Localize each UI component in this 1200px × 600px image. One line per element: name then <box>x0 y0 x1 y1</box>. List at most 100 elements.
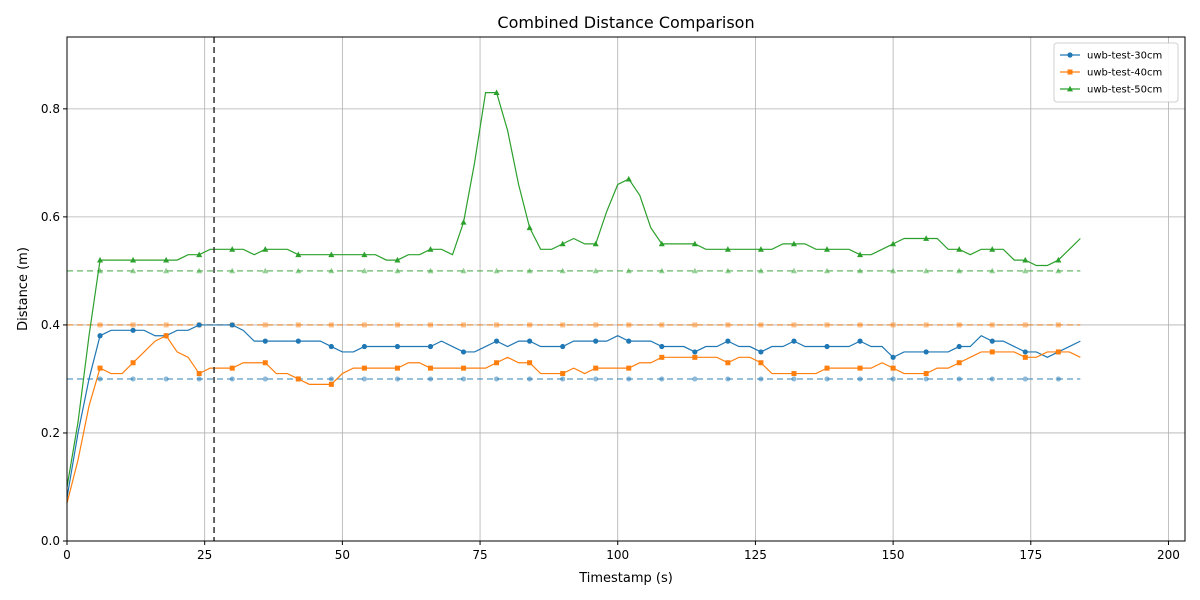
marker <box>593 322 599 328</box>
x-tick-label: 175 <box>1019 548 1042 562</box>
marker <box>461 365 467 371</box>
marker <box>824 322 830 328</box>
marker <box>1055 267 1062 274</box>
marker <box>97 333 103 339</box>
marker <box>361 343 367 350</box>
marker <box>592 240 599 247</box>
marker <box>659 322 665 328</box>
x-tick-label: 50 <box>335 548 350 562</box>
chart-title: Combined Distance Comparison <box>497 13 754 32</box>
marker <box>1055 376 1061 382</box>
x-axis-label: Timestamp (s) <box>578 571 673 586</box>
marker <box>725 338 731 344</box>
y-tick-label: 0.8 <box>41 102 60 116</box>
x-tick-label: 125 <box>744 548 767 562</box>
marker <box>593 338 599 344</box>
marker <box>394 343 401 350</box>
marker <box>527 376 533 382</box>
legend-label: uwb-test-50cm <box>1087 85 1162 96</box>
y-tick-label: 0.4 <box>41 318 60 332</box>
marker <box>625 267 632 274</box>
marker <box>262 360 268 366</box>
marker <box>724 246 731 252</box>
marker <box>989 246 996 252</box>
marker <box>163 267 170 274</box>
marker <box>626 365 632 371</box>
marker <box>1022 267 1029 274</box>
marker <box>527 360 533 366</box>
marker <box>593 376 599 382</box>
marker <box>824 267 831 274</box>
marker <box>526 224 533 231</box>
marker <box>790 240 797 247</box>
marker <box>758 360 764 366</box>
marker <box>295 322 301 328</box>
marker <box>956 360 962 366</box>
marker <box>163 376 169 382</box>
marker <box>427 322 433 328</box>
marker <box>494 322 500 328</box>
marker <box>262 267 269 274</box>
marker <box>527 338 533 344</box>
marker <box>229 246 236 252</box>
marker <box>229 376 235 382</box>
marker <box>1022 376 1028 382</box>
marker <box>394 322 400 328</box>
series-line <box>66 92 1081 488</box>
marker <box>757 267 764 274</box>
marker <box>361 376 367 382</box>
marker <box>427 246 434 252</box>
marker <box>725 322 731 328</box>
marker <box>394 256 401 263</box>
x-tick-label: 25 <box>197 548 212 562</box>
marker <box>460 267 467 274</box>
marker <box>427 376 434 382</box>
marker <box>328 322 334 328</box>
marker <box>493 89 500 96</box>
marker <box>560 343 566 350</box>
x-tick-label: 75 <box>472 548 487 562</box>
marker <box>130 376 136 382</box>
marker <box>163 256 170 263</box>
marker <box>956 267 963 274</box>
marker <box>890 365 896 371</box>
legend-marker <box>1067 85 1073 92</box>
marker <box>658 240 665 247</box>
marker <box>560 371 566 377</box>
marker <box>757 246 764 252</box>
marker <box>559 267 566 274</box>
marker <box>658 267 665 274</box>
marker <box>394 267 401 274</box>
marker <box>824 246 831 252</box>
marker <box>163 333 169 339</box>
marker <box>1022 256 1029 263</box>
marker <box>295 338 301 344</box>
marker <box>527 322 533 328</box>
marker <box>328 376 334 382</box>
y-axis-label: Distance (m) <box>16 247 31 331</box>
marker <box>724 267 731 274</box>
marker <box>1055 349 1061 355</box>
x-tick-label: 150 <box>882 548 905 562</box>
marker <box>526 267 533 274</box>
marker <box>791 371 797 377</box>
marker <box>890 376 896 382</box>
marker <box>857 338 863 344</box>
marker <box>1022 354 1028 360</box>
marker <box>97 376 103 382</box>
marker <box>427 343 434 350</box>
marker <box>923 267 930 274</box>
marker <box>923 235 930 241</box>
marker <box>725 360 731 366</box>
marker <box>262 322 268 328</box>
marker <box>97 365 103 371</box>
marker <box>692 322 698 328</box>
marker <box>857 267 864 274</box>
marker <box>427 365 433 371</box>
marker <box>196 376 202 382</box>
marker <box>791 376 797 382</box>
marker <box>626 376 632 382</box>
marker <box>692 354 698 360</box>
marker <box>130 360 136 366</box>
